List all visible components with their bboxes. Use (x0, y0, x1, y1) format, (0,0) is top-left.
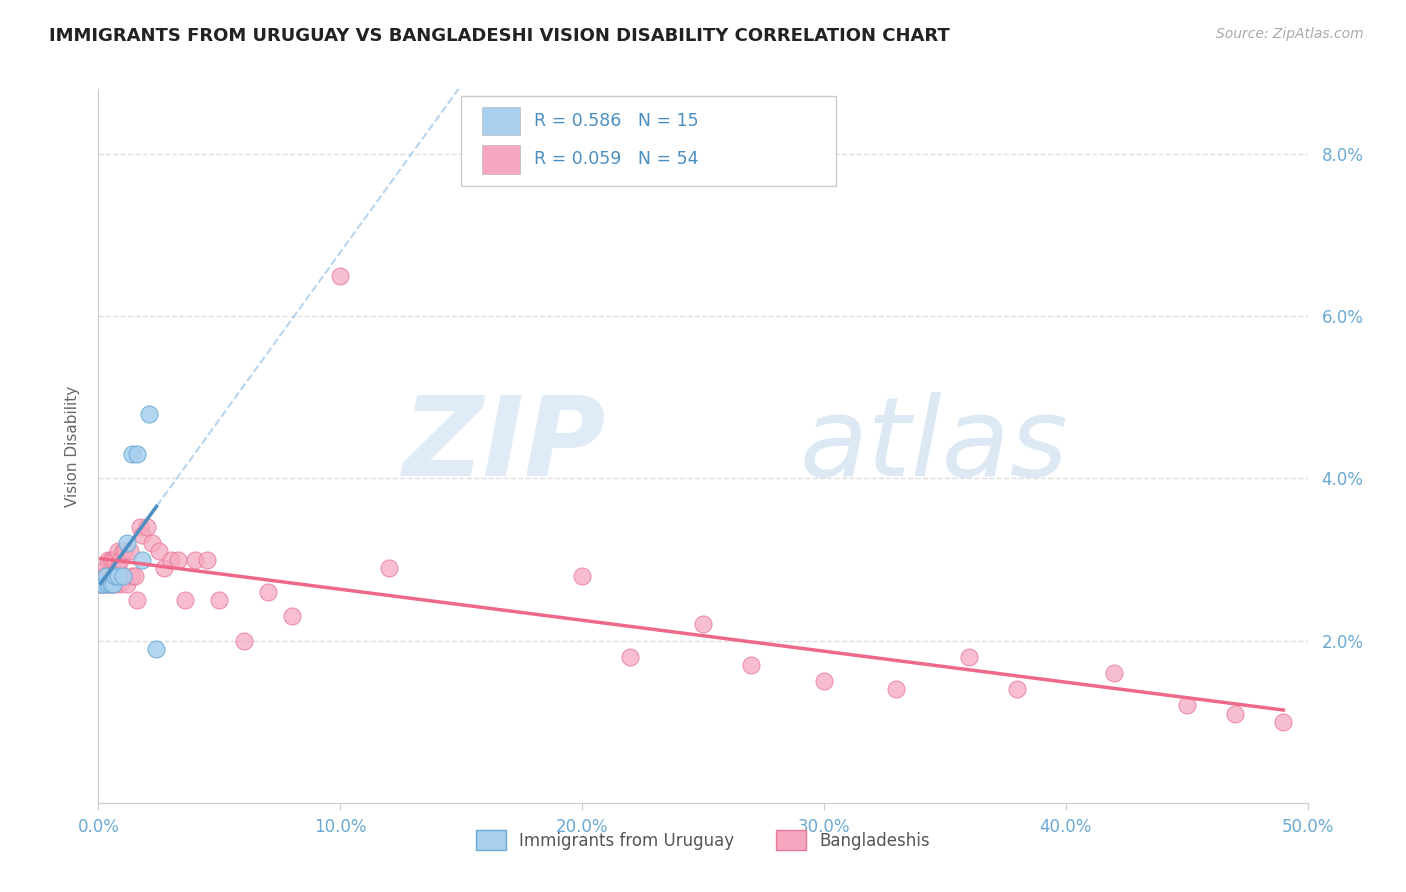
Point (740, 657, 762, 672)
Text: ZIP: ZIP (402, 392, 606, 500)
Text: IMMIGRANTS FROM URUGUAY VS BANGLADESHI VISION DISABILITY CORRELATION CHART: IMMIGRANTS FROM URUGUAY VS BANGLADESHI V… (49, 27, 950, 45)
Point (127, 447, 149, 461)
Legend: Immigrants from Uruguay, Bangladeshis: Immigrants from Uruguay, Bangladeshis (468, 822, 938, 859)
Point (813, 674, 835, 689)
Point (101, 577, 124, 591)
Text: Source: ZipAtlas.com: Source: ZipAtlas.com (1216, 27, 1364, 41)
FancyBboxPatch shape (482, 145, 520, 174)
Point (145, 641, 167, 656)
Point (160, 552, 183, 566)
Point (957, 649, 980, 664)
Point (619, 649, 641, 664)
FancyBboxPatch shape (482, 107, 520, 136)
Point (148, 544, 170, 558)
Point (256, 585, 278, 599)
Point (232, 633, 254, 648)
Point (90, 577, 112, 591)
Point (127, 593, 149, 607)
Point (692, 617, 714, 632)
Point (91, 577, 114, 591)
Point (91, 568, 114, 582)
Point (195, 552, 218, 566)
Point (107, 544, 129, 558)
Point (111, 544, 134, 558)
Point (101, 552, 124, 566)
Point (152, 560, 174, 574)
Point (108, 577, 131, 591)
Point (128, 520, 150, 534)
Text: R = 0.586   N = 15: R = 0.586 N = 15 (534, 112, 699, 130)
Point (94, 577, 117, 591)
Point (131, 552, 153, 566)
Point (1102, 666, 1125, 681)
Point (121, 568, 143, 582)
Point (97, 577, 120, 591)
Point (100, 552, 122, 566)
Point (101, 577, 124, 591)
Point (208, 593, 231, 607)
Point (131, 528, 153, 542)
Point (135, 520, 157, 534)
Point (117, 536, 139, 550)
Point (118, 544, 141, 558)
Point (1007, 682, 1029, 697)
Text: R = 0.059   N = 54: R = 0.059 N = 54 (534, 151, 699, 169)
Point (886, 682, 908, 697)
Y-axis label: Vision Disability: Vision Disability (65, 385, 80, 507)
Point (124, 568, 146, 582)
Point (90, 577, 112, 591)
Point (108, 552, 131, 566)
Point (97, 552, 120, 566)
Point (100, 568, 122, 582)
Point (111, 568, 134, 582)
Point (1175, 698, 1198, 713)
Point (97, 577, 120, 591)
Point (1272, 714, 1295, 729)
Text: atlas: atlas (800, 392, 1069, 500)
Point (90, 577, 112, 591)
Point (117, 577, 139, 591)
Point (174, 593, 197, 607)
Point (1223, 706, 1246, 721)
Point (571, 568, 593, 582)
Point (104, 552, 127, 566)
Point (94, 568, 117, 582)
Point (107, 560, 129, 574)
Point (121, 447, 143, 461)
Point (184, 552, 207, 566)
Point (100, 577, 122, 591)
Point (104, 568, 127, 582)
Point (141, 536, 163, 550)
FancyBboxPatch shape (461, 96, 837, 186)
Point (107, 568, 129, 582)
Point (114, 544, 136, 558)
Point (104, 577, 127, 591)
Point (329, 268, 352, 283)
Point (91, 577, 114, 591)
Point (138, 407, 160, 421)
Point (94, 560, 117, 574)
Point (167, 552, 190, 566)
Point (377, 560, 399, 574)
Point (281, 609, 304, 624)
